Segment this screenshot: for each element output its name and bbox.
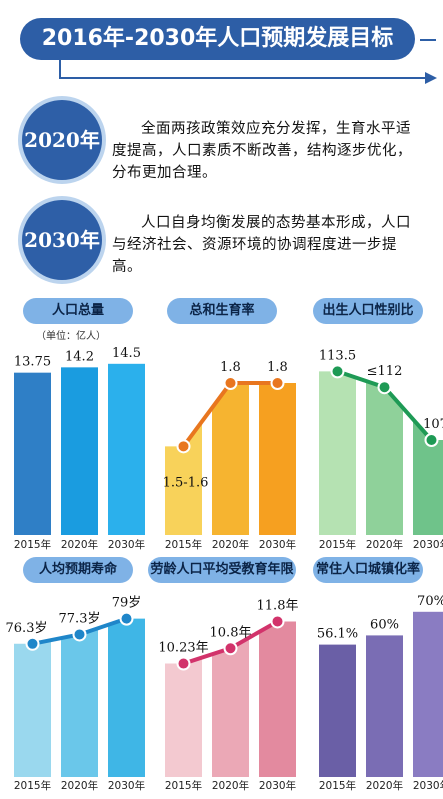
area-col-3-2	[108, 618, 145, 777]
area-col-4-0	[165, 657, 202, 777]
tick-label-3-2: 2030年	[108, 779, 145, 792]
value-label-5-2: 70%	[417, 594, 443, 609]
point-2-0	[330, 364, 345, 379]
tick-label-0-0: 2015年	[14, 538, 51, 551]
bar-5-2	[413, 611, 443, 777]
value-label-2-1: ≤112	[367, 364, 403, 379]
tick-label-4-1: 2020年	[212, 779, 249, 792]
area-col-3-1	[61, 628, 98, 777]
chart-title-fertility: 总和生育率	[167, 298, 277, 324]
area-col-2-2	[413, 419, 443, 535]
value-label-0-0: 13.75	[14, 355, 51, 370]
page-title: 2016年-2030年人口预期发展目标	[20, 18, 415, 60]
value-label-2-2: 107	[423, 417, 443, 432]
tick-label-2-2: 2030年	[413, 538, 443, 551]
area-col-2-1	[366, 380, 403, 535]
goal-2020-text: 全面两孩政策效应充分发挥，生育水平适度提高，人口素质不断改善，结构逐步优化，分布…	[112, 121, 412, 181]
bar-5-1	[366, 635, 403, 777]
point-3-1	[72, 627, 87, 642]
tick-label-0-1: 2020年	[61, 538, 98, 551]
year-2030-circle: 2030年	[22, 200, 102, 280]
area-col-4-2	[259, 621, 296, 777]
chart-title-sex-ratio: 出生人口性别比	[313, 298, 423, 324]
value-label-5-1: 60%	[370, 617, 399, 632]
point-3-2	[119, 611, 134, 626]
bar-5-0	[319, 644, 356, 777]
area-col-1-0	[165, 421, 202, 535]
value-label-0-1: 14.2	[65, 349, 94, 364]
point-2-2	[424, 433, 439, 447]
tick-label-4-2: 2030年	[259, 779, 296, 792]
tick-label-3-0: 2015年	[14, 779, 51, 792]
value-label-1-2: 1.8	[267, 360, 288, 375]
value-label-4-1: 10.8年	[210, 625, 252, 640]
bar-0-0	[14, 372, 51, 535]
value-label-3-1: 77.3岁	[59, 611, 101, 626]
chart-title-urbanization: 常住人口城镇化率	[313, 557, 423, 583]
area-col-3-0	[14, 640, 51, 777]
value-label-3-2: 79岁	[112, 596, 142, 611]
point-4-0	[176, 656, 191, 671]
tick-label-5-0: 2015年	[319, 779, 356, 792]
point-4-1	[223, 641, 238, 656]
area-col-1-1	[212, 383, 249, 535]
point-1-1	[223, 376, 238, 390]
point-3-0	[25, 636, 40, 651]
point-1-0	[176, 439, 191, 454]
tick-label-1-0: 2015年	[165, 538, 202, 551]
chart-title-life-expectancy: 人均预期寿命	[23, 557, 133, 583]
chart-title-total-population: 人口总量	[23, 298, 133, 324]
tick-label-2-0: 2015年	[319, 538, 356, 551]
bar-0-1	[61, 367, 98, 535]
tick-label-3-1: 2020年	[61, 779, 98, 792]
header-decoration	[59, 39, 437, 84]
value-label-0-2: 14.5	[112, 346, 141, 361]
tick-label-1-1: 2020年	[212, 538, 249, 551]
tick-label-1-2: 2030年	[259, 538, 296, 551]
value-label-4-2: 11.8年	[257, 598, 299, 613]
bar-0-2	[108, 363, 145, 535]
tick-label-5-1: 2020年	[366, 779, 403, 792]
year-2020-circle: 2020年	[22, 100, 102, 180]
tick-label-5-2: 2030年	[413, 779, 443, 792]
point-1-2	[270, 376, 285, 390]
tick-label-0-2: 2030年	[108, 538, 145, 551]
chart-unit-total-population: （单位：亿人）	[36, 331, 106, 342]
value-label-2-0: 113.5	[319, 348, 356, 363]
point-2-1	[377, 380, 392, 395]
area-col-4-1	[212, 637, 249, 777]
goal-2030-text: 人口自身均衡发展的态势基本形成，人口与经济社会、资源环境的协调程度进一步提高。	[112, 215, 411, 275]
value-label-5-0: 56.1%	[317, 627, 358, 642]
chart-title-education-years: 劳龄人口平均受教育年限	[148, 557, 296, 583]
value-label-1-1: 1.8	[220, 360, 241, 375]
point-4-2	[270, 614, 285, 629]
tick-label-4-0: 2015年	[165, 779, 202, 792]
area-col-2-0	[319, 371, 356, 535]
area-col-1-2	[259, 383, 296, 535]
tick-label-2-1: 2020年	[366, 538, 403, 551]
value-label-4-0: 10.23年	[158, 641, 208, 656]
value-label-1-0: 1.5-1.6	[163, 475, 209, 490]
value-label-3-0: 76.3岁	[6, 621, 48, 636]
